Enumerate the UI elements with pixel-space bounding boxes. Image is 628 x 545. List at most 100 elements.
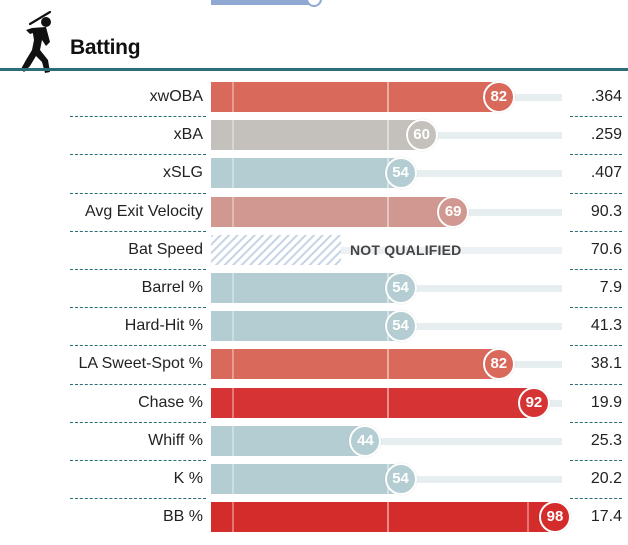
row-divider [570, 345, 622, 347]
metric-row: K % 54 20.2 [0, 460, 628, 498]
metric-value: 25.3 [590, 431, 622, 449]
percentile-bar [211, 196, 454, 227]
section-title: Batting [70, 36, 141, 59]
row-divider [70, 345, 206, 347]
previous-section-bar [211, 0, 311, 5]
percentile-bubble: 54 [384, 157, 417, 190]
row-divider [70, 307, 206, 309]
row-divider [570, 230, 622, 232]
row-divider [570, 154, 622, 156]
row-divider [570, 116, 622, 118]
row-divider [70, 498, 206, 500]
metric-row: Whiff % 44 25.3 [0, 422, 628, 460]
bar-gridline [386, 82, 389, 112]
bar-gridline [232, 120, 235, 151]
bar-gridline [232, 273, 235, 303]
metric-label: Barrel % [141, 279, 203, 296]
percentile-bubble: 98 [538, 501, 571, 534]
row-divider [570, 498, 622, 500]
row-divider [570, 383, 622, 385]
metric-value: 90.3 [590, 202, 622, 220]
metric-row: BB % 98 17.4 [0, 498, 628, 536]
percentile-bar [211, 349, 499, 380]
section-header: Batting [0, 0, 628, 76]
percentile-bubble: 54 [384, 310, 417, 343]
bar-gridline [386, 387, 389, 418]
bar-gridline [232, 311, 235, 342]
bar-gridline [232, 349, 235, 380]
batter-silhouette-icon [21, 10, 52, 73]
metric-value: 7.9 [599, 279, 622, 296]
percentile-bar [211, 502, 555, 533]
row-divider [70, 230, 206, 232]
row-divider [570, 460, 622, 461]
percentile-bubble: 54 [384, 272, 417, 304]
metric-label: xSLG [162, 164, 203, 182]
metric-label: Hard-Hit % [124, 317, 203, 335]
bar-gridline [386, 502, 389, 533]
bar-gridline [386, 349, 389, 380]
percentile-bubble: 69 [437, 195, 470, 228]
not-qualified-hatch [211, 234, 341, 265]
metric-value: .259 [590, 126, 622, 144]
row-divider [570, 307, 622, 309]
metric-label: Avg Exit Velocity [85, 202, 203, 220]
metric-row: xwOBA 82 .364 [0, 78, 628, 116]
bar-gridline [232, 387, 235, 418]
percentile-bubble: 82 [482, 81, 515, 113]
percentile-bubble: 44 [349, 424, 382, 457]
row-divider [70, 421, 206, 423]
percentile-bubble: 54 [384, 463, 417, 495]
row-divider [70, 269, 206, 270]
percentile-bar [211, 311, 401, 342]
metric-value: 17.4 [590, 508, 622, 526]
row-divider [70, 116, 206, 118]
bar-gridline [232, 502, 235, 533]
metric-row: xBA 60 .259 [0, 116, 628, 154]
metric-value: 70.6 [590, 240, 622, 258]
percentile-track [211, 246, 562, 254]
metric-value: 19.9 [590, 393, 622, 411]
percentile-bubble: 60 [405, 119, 438, 152]
metric-label: Bat Speed [128, 240, 203, 258]
percentile-bar [211, 425, 366, 456]
metric-label: Chase % [138, 393, 203, 411]
metric-row: Avg Exit Velocity 69 90.3 [0, 193, 628, 231]
metric-row: Barrel % 54 7.9 [0, 269, 628, 307]
metric-row: Hard-Hit % 54 41.3 [0, 307, 628, 345]
bar-gridline [232, 82, 235, 112]
percentile-bubble: 82 [482, 348, 515, 381]
metric-label: Whiff % [148, 431, 203, 449]
percentile-bubble: 92 [517, 386, 550, 419]
metric-label: xBA [173, 126, 203, 144]
row-divider [570, 421, 622, 423]
metric-row: xSLG 54 .407 [0, 154, 628, 192]
metric-row: Chase % 92 19.9 [0, 384, 628, 422]
metric-row: Bat Speed NOT QUALIFIED 70.6 [0, 231, 628, 269]
not-qualified-text: NOT QUALIFIED [350, 241, 462, 258]
percentile-bar [211, 464, 401, 494]
row-divider [570, 269, 622, 270]
bar-gridline [232, 196, 235, 227]
row-divider [570, 192, 622, 194]
percentile-track [211, 437, 562, 445]
percentile-chart: xwOBA 82 .364 xBA 60 .259 xSLG 54 .407 Avg Exit V… [0, 78, 628, 545]
metric-value: 20.2 [590, 470, 622, 487]
row-divider [70, 192, 206, 194]
bar-gridline [526, 502, 529, 533]
row-divider [70, 383, 206, 385]
percentile-bar [211, 387, 534, 418]
percentile-bar [211, 273, 401, 303]
row-divider [70, 460, 206, 461]
percentile-bar [211, 158, 401, 189]
metric-label: LA Sweet-Spot % [78, 355, 203, 373]
bar-gridline [232, 158, 235, 189]
metric-label: K % [173, 470, 203, 487]
bar-gridline [386, 120, 389, 151]
metric-value: .407 [590, 164, 622, 182]
metric-row: LA Sweet-Spot % 82 38.1 [0, 345, 628, 383]
percentile-bar [211, 82, 499, 112]
bar-gridline [232, 464, 235, 494]
percentile-bar [211, 120, 422, 151]
metric-label: BB % [162, 508, 203, 526]
